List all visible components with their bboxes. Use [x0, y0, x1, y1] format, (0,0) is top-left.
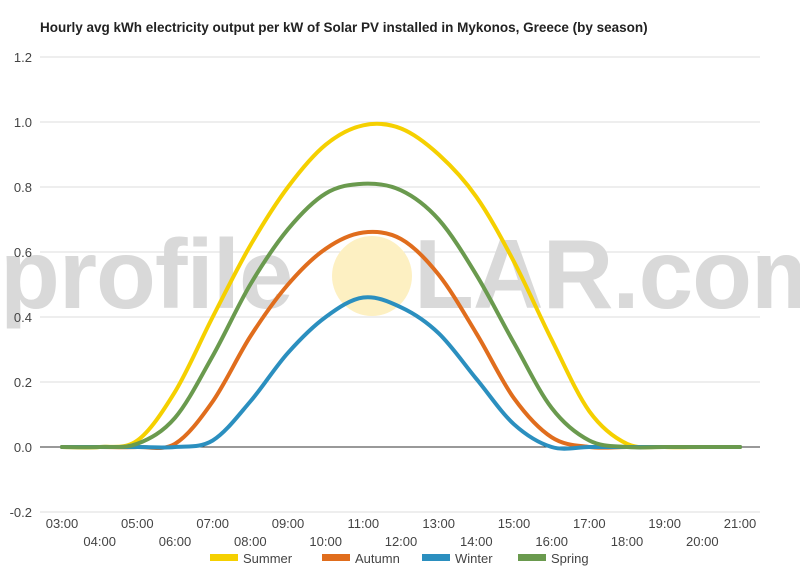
legend: Summer Autumn Winter Spring — [210, 551, 589, 566]
x-tick-label: 21:00 — [724, 516, 757, 531]
legend-swatch — [422, 554, 450, 561]
legend-swatch — [210, 554, 238, 561]
x-tick-label: 07:00 — [196, 516, 229, 531]
legend-item-autumn[interactable]: Autumn — [322, 551, 400, 566]
x-tick-label: 19:00 — [648, 516, 681, 531]
legend-label: Summer — [243, 551, 293, 566]
legend-label: Winter — [455, 551, 493, 566]
y-tick-label: 1.0 — [14, 115, 32, 130]
x-tick-label: 05:00 — [121, 516, 154, 531]
legend-item-spring[interactable]: Spring — [518, 551, 589, 566]
y-tick-label: -0.2 — [10, 505, 32, 520]
x-tick-label: 17:00 — [573, 516, 606, 531]
watermark-text-left: profile — [0, 219, 292, 329]
x-tick-label: 15:00 — [498, 516, 531, 531]
y-axis: -0.2 0.0 0.2 0.4 0.6 0.8 1.0 1.2 — [10, 50, 32, 520]
x-tick-label: 09:00 — [272, 516, 305, 531]
y-tick-label: 0.6 — [14, 245, 32, 260]
series-line-summer — [60, 121, 742, 450]
x-tick-label: 20:00 — [686, 534, 719, 549]
watermark-sun-icon — [332, 236, 412, 316]
x-tick-label: 04:00 — [83, 534, 116, 549]
legend-item-summer[interactable]: Summer — [210, 551, 293, 566]
x-tick-label: 08:00 — [234, 534, 267, 549]
legend-label: Spring — [551, 551, 589, 566]
watermark: profile LAR.com — [0, 219, 800, 329]
x-tick-label: 18:00 — [611, 534, 644, 549]
x-tick-label: 03:00 — [46, 516, 79, 531]
y-tick-label: 0.4 — [14, 310, 32, 325]
watermark-text-right: LAR.com — [414, 219, 800, 329]
series-lines — [60, 121, 742, 451]
y-tick-label: 0.8 — [14, 180, 32, 195]
x-tick-label: 16:00 — [535, 534, 568, 549]
y-tick-label: 0.2 — [14, 375, 32, 390]
x-tick-label: 10:00 — [309, 534, 342, 549]
x-tick-label: 14:00 — [460, 534, 493, 549]
y-tick-label: 1.2 — [14, 50, 32, 65]
legend-swatch — [322, 554, 350, 561]
series-line-spring — [60, 181, 742, 450]
x-tick-label: 12:00 — [385, 534, 418, 549]
y-tick-label: 0.0 — [14, 440, 32, 455]
chart-title: Hourly avg kWh electricity output per kW… — [40, 20, 648, 35]
legend-swatch — [518, 554, 546, 561]
x-axis: 03:00 04:00 05:00 06:00 07:00 08:00 09:00 10:00… — [46, 516, 757, 549]
x-tick-label: 13:00 — [422, 516, 455, 531]
x-tick-label: 11:00 — [348, 516, 380, 531]
legend-label: Autumn — [355, 551, 400, 566]
legend-item-winter[interactable]: Winter — [422, 551, 493, 566]
x-tick-label: 06:00 — [159, 534, 192, 549]
